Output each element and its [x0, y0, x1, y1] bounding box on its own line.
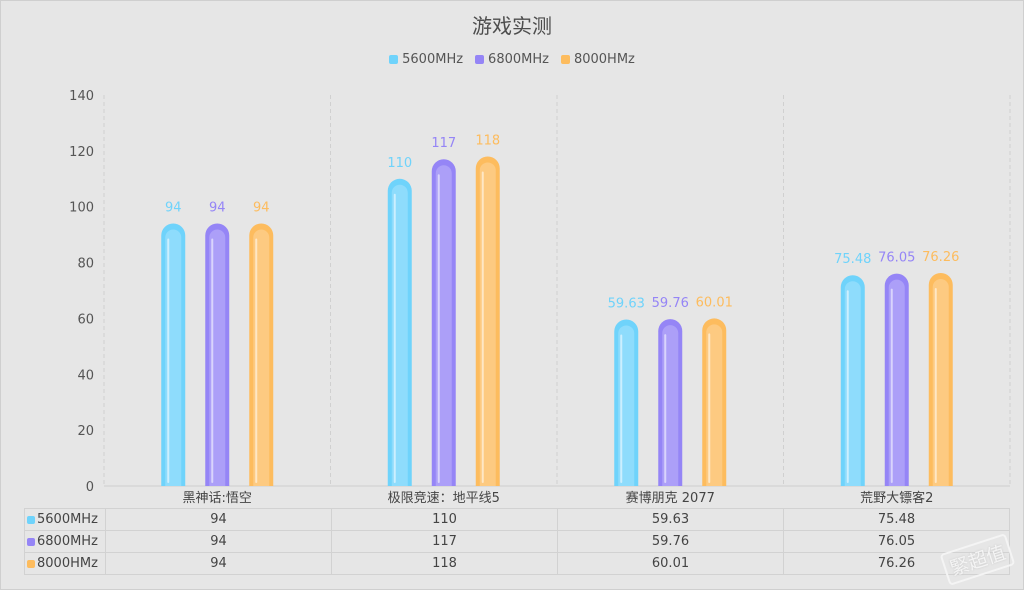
legend-item[interactable]: 6800MHz [475, 52, 549, 67]
data-label: 60.01 [696, 295, 733, 310]
x-tick-label: 赛博朋克 2077 [626, 490, 715, 506]
y-tick-label: 60 [77, 312, 94, 327]
data-table: 5600MHz 94 110 59.63 75.48 6800MHz 94 117 59.76 7… [24, 508, 1010, 575]
data-label: 110 [387, 156, 412, 171]
y-tick-label: 120 [69, 145, 94, 160]
table-row-header: 6800MHz [24, 530, 106, 553]
x-tick-label: 极限竞速：地平线5 [388, 490, 500, 506]
data-label: 76.26 [922, 250, 959, 265]
data-label: 75.48 [834, 252, 871, 267]
table-cell: 94 [105, 530, 332, 553]
table-cell: 60.01 [557, 552, 784, 575]
legend-swatch [27, 515, 35, 524]
table-row-header: 8000HMz [24, 552, 106, 575]
legend-swatch [27, 559, 35, 568]
table-cell: 110 [331, 508, 558, 531]
table-row: 5600MHz 94 110 59.63 75.48 [24, 508, 1010, 531]
y-tick-label: 80 [77, 257, 94, 272]
table-cell: 118 [331, 552, 558, 575]
legend-label: 6800MHz [488, 52, 549, 67]
data-label: 94 [253, 200, 270, 215]
legend-swatch [27, 537, 35, 546]
y-tick-label: 0 [86, 480, 94, 495]
legend-label: 5600MHz [402, 52, 464, 67]
table-row: 6800MHz 94 117 59.76 76.05 [24, 530, 1010, 553]
legend-swatch [560, 55, 570, 64]
table-row: 8000HMz 94 118 60.01 76.26 [24, 552, 1010, 575]
chart-title: 游戏实测 [472, 14, 552, 38]
x-tick-label: 荒野大镖客2 [860, 490, 933, 506]
data-label: 94 [165, 200, 182, 215]
table-cell: 94 [105, 552, 332, 575]
table-row-header: 5600MHz [24, 508, 106, 531]
legend-swatch [389, 55, 399, 64]
legend-label: 8000HMz [573, 52, 635, 67]
legend-item[interactable]: 5600MHz [389, 52, 463, 67]
table-cell: 117 [331, 530, 558, 553]
table-cell: 75.48 [783, 508, 1010, 531]
legend-item[interactable]: 8000HMz [560, 52, 635, 67]
data-label: 59.76 [652, 296, 689, 311]
table-cell: 59.63 [557, 508, 784, 531]
data-label: 94 [209, 200, 226, 215]
y-tick-label: 20 [77, 424, 94, 439]
data-label: 76.05 [878, 251, 915, 266]
y-tick-label: 100 [69, 201, 94, 216]
table-cell: 76.26 [783, 552, 1010, 575]
y-tick-label: 140 [69, 89, 94, 104]
table-cell: 94 [105, 508, 332, 531]
legend: 5600MHz 6800MHz 8000HMz [0, 52, 1024, 67]
legend-swatch [475, 55, 485, 64]
data-label: 59.63 [608, 296, 645, 311]
table-cell: 59.76 [557, 530, 784, 553]
data-label: 118 [475, 133, 500, 148]
x-tick-label: 黑神话:悟空 [183, 491, 252, 506]
table-cell: 76.05 [783, 530, 1010, 553]
data-label: 117 [431, 136, 456, 151]
y-tick-label: 40 [77, 368, 94, 383]
